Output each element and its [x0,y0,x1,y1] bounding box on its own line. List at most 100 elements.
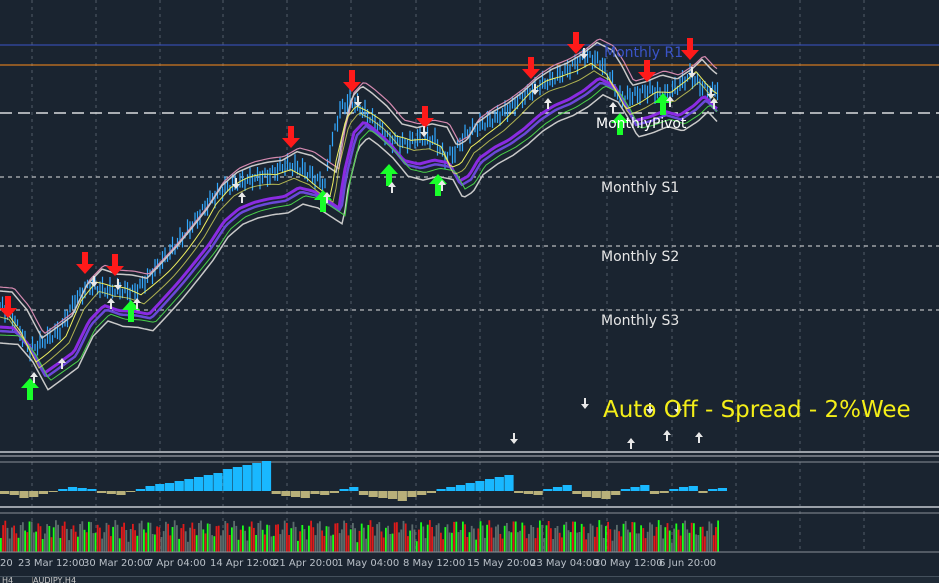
volume-bar [140,520,143,552]
volume-bar [558,532,561,552]
volume-bar [264,534,266,552]
small-up-arrow-icon [666,96,674,107]
volume-bar [189,527,191,552]
volume-bar [134,530,136,552]
volume-bar [688,532,691,552]
volume-bar [275,524,277,552]
volume-bar [92,533,95,552]
purple-ma-line [0,81,718,378]
histogram-bar-positive [562,485,572,491]
volume-bar [541,524,543,552]
volume-bar [437,523,440,552]
volume-bar [616,524,618,552]
moving-averages [0,38,718,391]
volume-bar [255,535,257,552]
date-label: 6 Jun 20:00 [659,558,716,569]
volume-bar [70,529,73,552]
histogram-bar-negative [320,491,330,495]
histogram-bar-negative [649,491,660,494]
volume-bar [679,535,682,552]
histogram-bar-positive [184,479,194,491]
volume-bar [657,520,660,552]
histogram-bar-positive [455,485,466,491]
volume-bar [228,535,231,552]
volume-bar [380,531,383,552]
volume-bar [503,525,506,552]
volume-bar [475,539,477,552]
volume-bar [490,527,493,552]
sell-arrow-icon [416,106,434,128]
small-down-arrow-icon [707,88,715,99]
upper-band-line [0,41,718,339]
volume-bar [686,529,689,552]
volume-bar [664,527,667,552]
volume-bar [525,538,528,552]
volume-bar [138,523,141,552]
volume-bar [180,528,183,552]
histogram-bar-negative [378,491,388,498]
histogram-bar-negative [48,491,58,492]
chart-tab-active[interactable]: AUDJPY,H4 [32,577,113,583]
volume-bar [378,522,381,552]
histogram-bar-negative [329,491,339,493]
volume-bar [393,522,396,552]
volume-bar [363,527,365,552]
volume-bar [272,535,275,552]
volume-bar [418,529,420,552]
volume-bar [33,532,35,552]
volume-bar [407,536,409,552]
volume-bar [464,524,466,552]
histogram-bar-negative [659,491,669,493]
volume-bar [391,533,394,552]
volume-bar [547,521,550,552]
volume-bar [508,531,510,552]
volume-bar [486,524,488,552]
volume-bar [39,526,42,552]
volume-bar [88,521,90,552]
volume-bar [453,521,455,552]
small-down-arrow-icon [354,96,362,107]
status-banner: Auto Off - Spread - 2%Wee [603,397,911,423]
volume-bar [310,520,312,552]
small-up-arrow-icon [30,372,38,383]
volume-bar [574,521,576,552]
histogram-bar-positive [708,489,718,491]
volume-bar [697,535,700,552]
volume-bar [424,538,427,552]
volume-bar [517,532,519,552]
volume-bar [402,520,405,552]
volume-bar [206,523,209,552]
date-label: 20 [0,558,13,569]
volume-bar [468,532,471,552]
volume-bar [420,522,422,552]
volume-bar [677,529,680,552]
volume-bar [640,525,642,552]
volume-bar [116,524,119,552]
volume-bar [77,536,79,552]
histogram-bar-positive [261,461,272,491]
small-up-arrow-icon [133,298,141,309]
histogram-bar-positive [552,487,563,491]
volume-bar [127,541,130,552]
volume-bar [158,527,161,552]
histogram-bar-positive [543,489,553,491]
volume-bar [13,525,15,552]
histogram-bar-positive [688,486,698,491]
volume-bar [341,529,343,552]
histogram-bar-negative [116,491,126,495]
volume-bar [673,528,675,552]
volume-bar [426,524,429,552]
volume-bar [294,526,297,552]
buy-arrow-icon [21,378,39,400]
volume-bar [477,528,480,552]
sell-arrow-icon [567,32,585,54]
chart-tab[interactable]: H4 [2,577,14,583]
volume-bar [297,540,299,552]
volume-bar [354,528,356,552]
buy-arrow-icon [122,300,140,322]
volume-bar [638,533,640,552]
volume-bar [635,533,638,552]
volume-bar [46,524,48,552]
